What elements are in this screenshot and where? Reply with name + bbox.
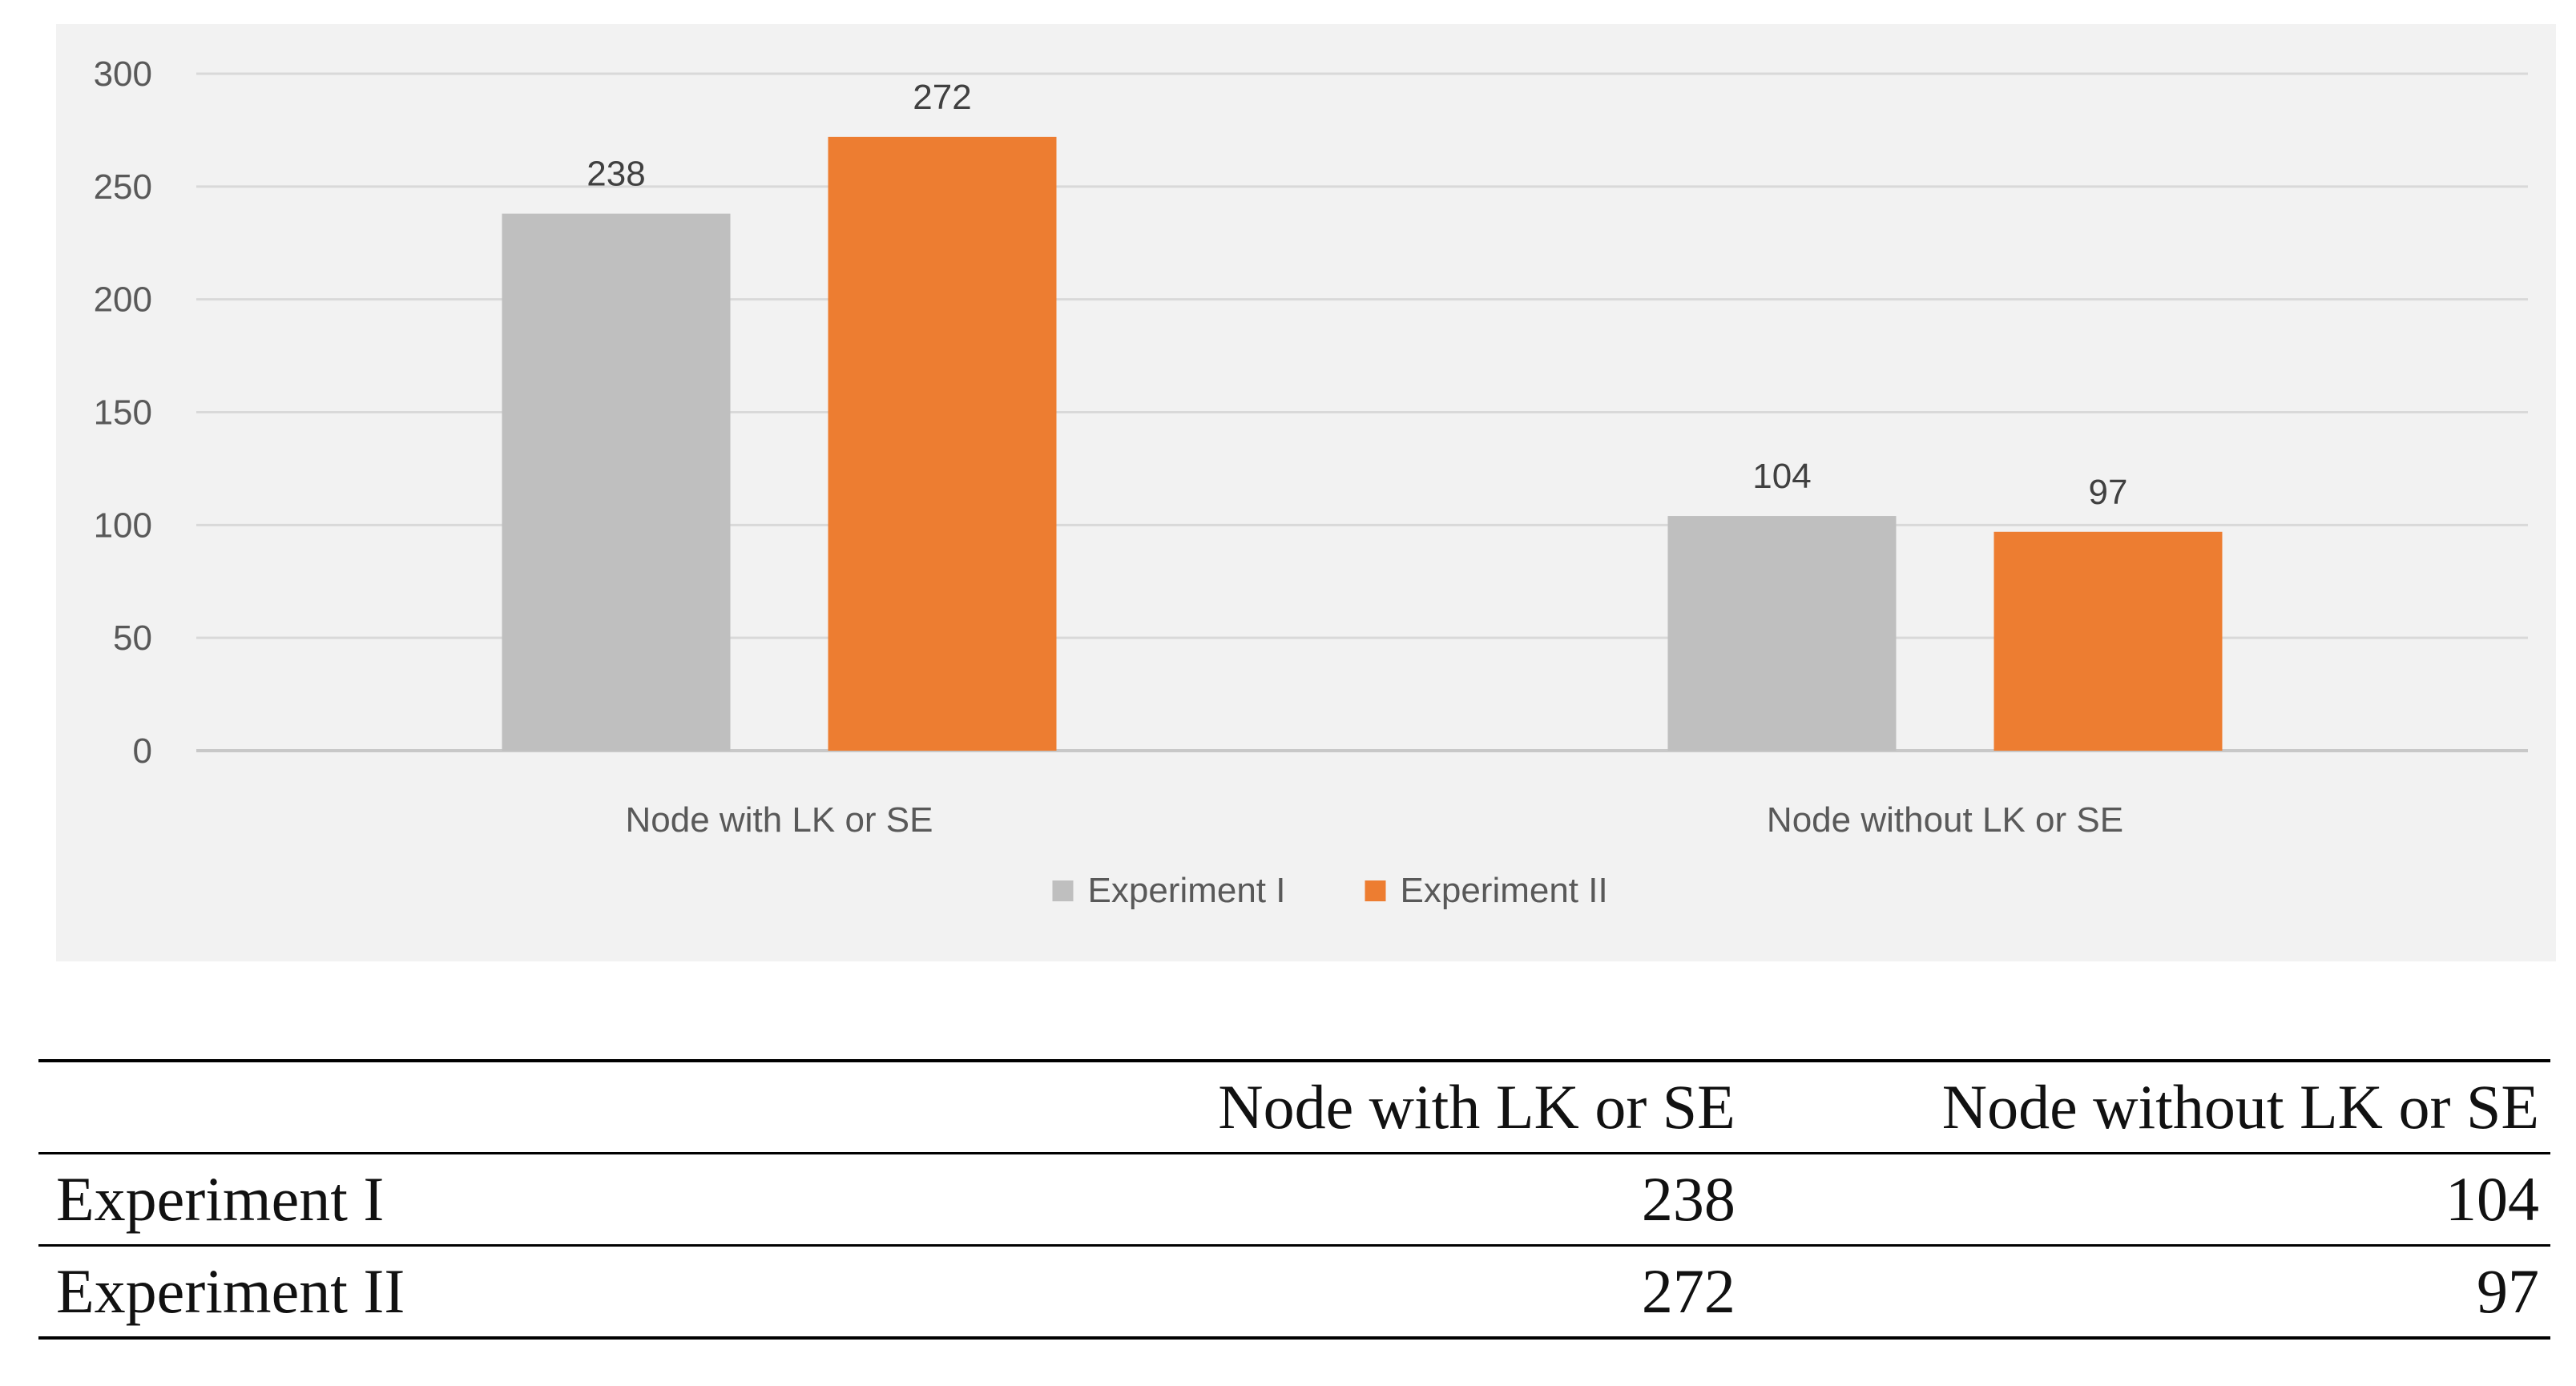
table-cell: 97	[2477, 1256, 2539, 1326]
table-cell: 104	[2445, 1164, 2539, 1234]
legend-swatch	[1365, 880, 1386, 901]
table-header-corner	[38, 1061, 1046, 1154]
x-tick-label: Node with LK or SE	[626, 800, 933, 840]
y-tick-label: 0	[133, 731, 152, 771]
y-tick-label: 200	[94, 280, 152, 320]
table-cell: 272	[1641, 1256, 1735, 1326]
bar	[1667, 516, 1897, 751]
data-label: 97	[2089, 473, 2128, 512]
data-table: Node with LK or SE Node without LK or SE…	[38, 1059, 2550, 1340]
bar	[828, 136, 1057, 751]
table-header-col-2: Node without LK or SE	[1941, 1072, 2539, 1142]
table-row-label: Experiment II	[56, 1256, 405, 1326]
table-row-label: Experiment I	[56, 1164, 385, 1234]
x-tick-label: Node without LK or SE	[1767, 800, 2123, 840]
y-tick-label: 250	[94, 167, 152, 207]
legend-label: Experiment II	[1401, 871, 1608, 910]
y-tick-label: 100	[94, 506, 152, 545]
data-label: 272	[913, 78, 971, 117]
chart-panel: 0 50 100 150 200 250 300 238 272 Node with LK or …	[56, 24, 2556, 961]
bar	[1993, 531, 2223, 751]
table-cell: 238	[1641, 1164, 1735, 1234]
data-label: 238	[587, 155, 645, 194]
y-tick-label: 300	[94, 54, 152, 94]
table-row: Experiment II 272 97	[38, 1246, 2550, 1338]
bar	[502, 213, 731, 751]
table-row: Experiment I 238 104	[38, 1154, 2550, 1246]
legend-label: Experiment I	[1088, 871, 1286, 910]
table-header-row: Node with LK or SE Node without LK or SE	[38, 1061, 2550, 1154]
bar-chart: 0 50 100 150 200 250 300 238 272 Node with LK or …	[94, 54, 2528, 910]
y-tick-label: 50	[113, 618, 152, 658]
data-label: 104	[1752, 457, 1811, 496]
y-tick-label: 150	[94, 393, 152, 433]
table-header-col-1: Node with LK or SE	[1218, 1072, 1735, 1142]
legend-swatch	[1052, 880, 1074, 901]
